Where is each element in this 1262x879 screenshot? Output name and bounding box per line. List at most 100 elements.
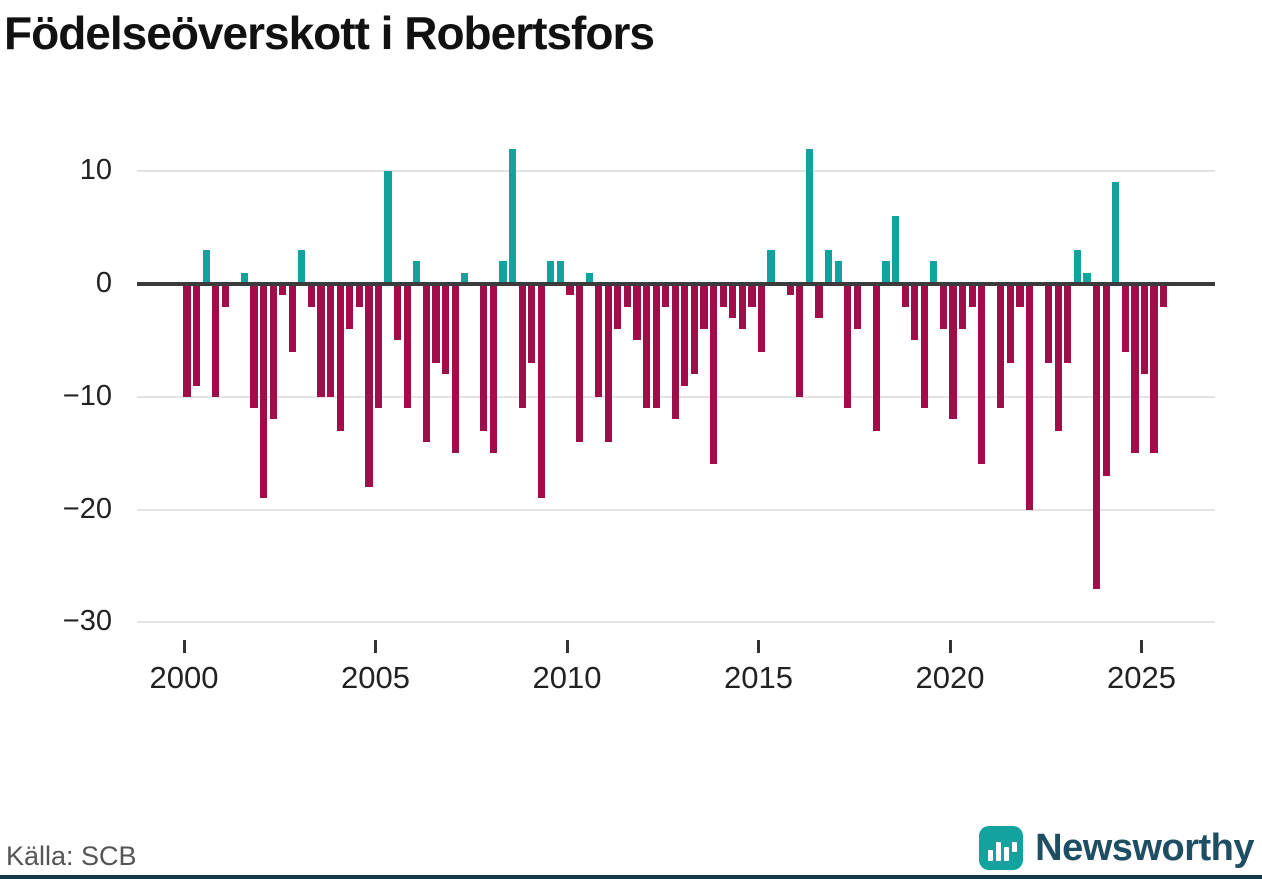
bar-2012-q1 xyxy=(643,284,651,409)
bar-2017-q3 xyxy=(853,284,861,330)
bar-2014-q2 xyxy=(729,284,737,318)
bar-2018-q1 xyxy=(872,284,880,431)
bar-2015-q4 xyxy=(786,284,794,296)
bar-2004-q1 xyxy=(336,284,344,431)
bar-2018-q3 xyxy=(891,216,900,284)
bar-2006-q2 xyxy=(422,284,430,442)
newsworthy-branding: Newsworthy xyxy=(979,824,1254,872)
bar-2022-q3 xyxy=(1045,284,1053,363)
bar-2006-q1 xyxy=(413,261,421,284)
h-gridline--20 xyxy=(137,508,1215,511)
x-axis-label-2020: 2020 xyxy=(915,660,985,695)
bar-2000-q2 xyxy=(192,284,201,386)
x-axis-label-2015: 2015 xyxy=(724,660,793,695)
y-axis-label-0: 0 xyxy=(95,267,112,299)
bar-2016-q1 xyxy=(796,284,804,397)
bar-2015-q2 xyxy=(767,250,775,284)
bar-2023-q2 xyxy=(1073,250,1082,284)
bar-2017-q2 xyxy=(844,284,852,409)
bar-2011-q2 xyxy=(614,284,622,330)
x-axis-tick-2000 xyxy=(182,640,186,653)
bar-2009-q3 xyxy=(547,261,555,284)
bar-2022-q4 xyxy=(1054,284,1062,431)
bar-2023-q3 xyxy=(1083,272,1091,284)
newsworthy-wordmark: Newsworthy xyxy=(1035,826,1254,869)
bar-2001-q4 xyxy=(250,284,258,409)
x-axis-tick-2020 xyxy=(948,640,952,653)
bar-2008-q1 xyxy=(489,284,497,454)
bar-2010-q2 xyxy=(575,284,584,442)
bar-2024-q1 xyxy=(1102,284,1110,476)
bar-2022-q1 xyxy=(1026,284,1034,510)
bar-2019-q4 xyxy=(939,284,947,330)
source-caption: Källa: SCB xyxy=(6,841,137,871)
bar-2003-q1 xyxy=(298,250,306,284)
x-axis-tick-2015 xyxy=(757,640,760,653)
bar-2008-q2 xyxy=(499,261,507,284)
bar-2024-q4 xyxy=(1131,284,1139,454)
bar-2000-q1 xyxy=(183,284,191,397)
bar-2005-q4 xyxy=(403,284,411,409)
bar-2011-q4 xyxy=(633,284,641,341)
bar-2005-q3 xyxy=(394,284,402,341)
bar-2025-q1 xyxy=(1140,284,1149,375)
bar-2025-q2 xyxy=(1150,284,1158,454)
logo-bar-icon xyxy=(988,850,994,861)
x-axis-tick-2005 xyxy=(374,640,377,653)
bar-2002-q4 xyxy=(288,284,296,352)
y-axis-label--10: −10 xyxy=(62,379,112,412)
bar-2008-q3 xyxy=(508,148,517,284)
bar-2016-q4 xyxy=(824,250,833,284)
bar-2004-q3 xyxy=(355,284,363,307)
logo-bar-icon xyxy=(1004,847,1010,861)
bar-2014-q3 xyxy=(738,284,746,330)
bar-2012-q4 xyxy=(671,284,679,420)
bar-2011-q3 xyxy=(623,284,632,307)
bar-2009-q1 xyxy=(528,284,536,363)
y-axis-label-10: 10 xyxy=(79,154,112,187)
zero-axis-line xyxy=(137,282,1215,286)
bar-2021-q2 xyxy=(997,284,1005,409)
x-axis-tick-2025 xyxy=(1140,640,1143,653)
bar-2024-q2 xyxy=(1112,182,1120,284)
bar-2013-q1 xyxy=(681,284,689,386)
bar-2020-q4 xyxy=(978,284,986,465)
bar-2013-q4 xyxy=(710,284,718,465)
bar-2021-q4 xyxy=(1016,284,1024,307)
x-axis-tick-2010 xyxy=(565,640,569,653)
bar-2016-q3 xyxy=(815,284,823,318)
bar-2023-q4 xyxy=(1093,284,1101,589)
bar-2003-q2 xyxy=(307,284,316,307)
bar-2018-q4 xyxy=(901,284,909,307)
bar-2010-q4 xyxy=(595,284,603,397)
chart-title: Födelseöverskott i Robertsfors xyxy=(4,7,655,59)
bar-2002-q1 xyxy=(260,284,268,499)
bar-2009-q4 xyxy=(556,261,564,284)
bar-2012-q3 xyxy=(662,284,670,307)
logo-exclamation-icon xyxy=(1012,842,1018,852)
bar-2017-q1 xyxy=(834,261,842,284)
bar-2018-q2 xyxy=(882,261,890,284)
x-axis-label-2010: 2010 xyxy=(532,660,602,695)
x-axis-label-2005: 2005 xyxy=(341,660,410,695)
bar-2013-q3 xyxy=(700,284,708,330)
x-axis-label-2000: 2000 xyxy=(149,660,219,695)
bar-2019-q1 xyxy=(911,284,919,341)
bar-2006-q3 xyxy=(432,284,440,363)
bar-2019-q2 xyxy=(920,284,928,409)
bar-2003-q4 xyxy=(327,284,335,397)
bar-2008-q4 xyxy=(518,284,526,409)
x-axis-label-2025: 2025 xyxy=(1107,660,1176,695)
bar-2007-q1 xyxy=(451,284,459,454)
bar-2012-q2 xyxy=(652,284,660,409)
h-gridline--30 xyxy=(137,621,1215,624)
bar-2014-q4 xyxy=(748,284,756,307)
bar-2020-q1 xyxy=(949,284,957,420)
bar-2001-q3 xyxy=(240,272,249,284)
bar-2024-q3 xyxy=(1121,284,1129,352)
bar-2011-q1 xyxy=(604,284,612,442)
bar-2007-q4 xyxy=(480,284,488,431)
bar-2000-q3 xyxy=(202,250,210,284)
